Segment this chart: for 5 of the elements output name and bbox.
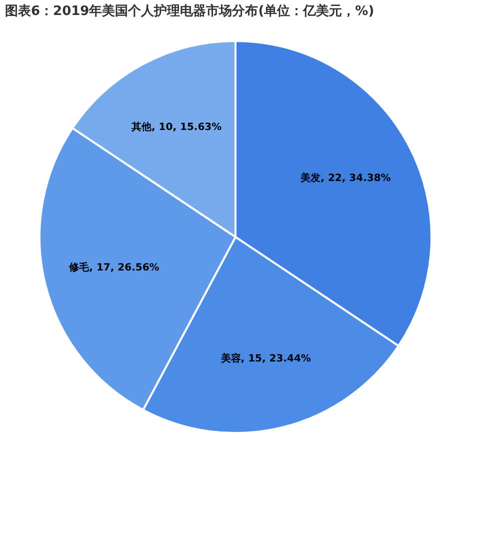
slice-label: 其他, 10, 15.63% — [130, 120, 222, 133]
chart-title: 图表6：2019年美国个人护理电器市场分布(单位：亿美元，%) — [5, 3, 374, 19]
slice-label: 美容, 15, 23.44% — [220, 352, 311, 364]
slice-label: 修毛, 17, 26.56% — [68, 261, 160, 274]
slice-label: 美发, 22, 34.38% — [300, 172, 391, 184]
